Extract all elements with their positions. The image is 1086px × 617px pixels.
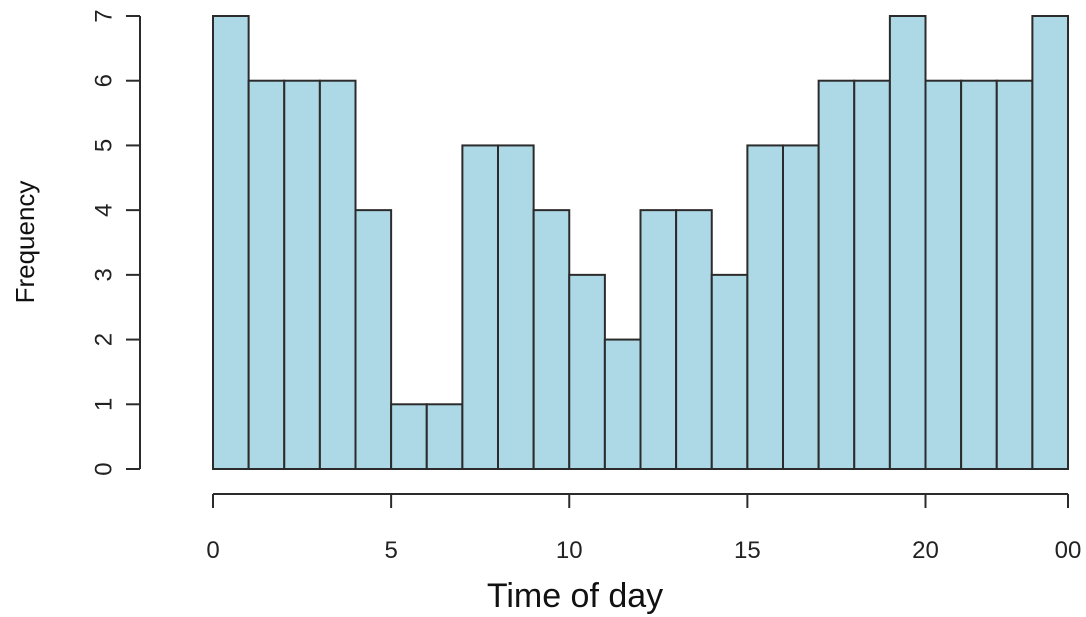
x-tick-label: 15 [734,537,761,564]
y-tick-label: 1 [90,398,117,411]
y-tick-label: 3 [90,268,117,281]
y-tick-label: 4 [90,203,117,216]
histogram-bar [746,144,785,470]
histogram-bar [1031,15,1070,470]
histogram-bar [212,15,250,470]
histogram-bar [532,209,571,470]
y-tick-label: 2 [90,333,117,346]
histogram-bar [853,79,891,471]
y-tick-label: 5 [90,139,117,152]
y-tick-label: 7 [90,9,117,22]
histogram-bar [639,209,678,470]
y-tick-label: 6 [90,74,117,87]
histogram-bar [960,79,998,471]
histogram-bar [888,15,927,470]
x-tick-label: 20 [912,537,939,564]
histogram-bar [710,273,749,470]
x-axis-title: Time of day [487,577,663,615]
x-tick-label: 5 [384,537,397,564]
histogram-bar [817,79,856,471]
y-axis-title: Frequency [10,181,40,304]
histogram-bar [995,79,1034,471]
histogram-bar [924,79,963,471]
histogram-bar [390,403,428,471]
histogram-bar [425,403,464,471]
y-ticks-layer: 0 1 2 3 4 5 6 7 [90,9,140,476]
x-tick-label: 10 [556,537,583,564]
histogram-bar [497,144,535,470]
histogram-bar [568,273,606,470]
histogram-bar [675,209,713,470]
x-tick-label: 00 [1055,537,1082,564]
bars-layer [212,15,1070,471]
histogram-bar [603,338,642,470]
histogram-bar [461,144,500,470]
histogram-bar [318,79,357,471]
y-tick-label: 0 [90,462,117,475]
x-ticks-layer: 0 5 10 15 20 00 [206,494,1081,564]
histogram-bar [283,79,321,471]
x-tick-label: 0 [206,537,219,564]
histogram-bar [247,79,286,471]
histogram-bar [354,209,393,470]
histogram-bar [782,144,820,470]
